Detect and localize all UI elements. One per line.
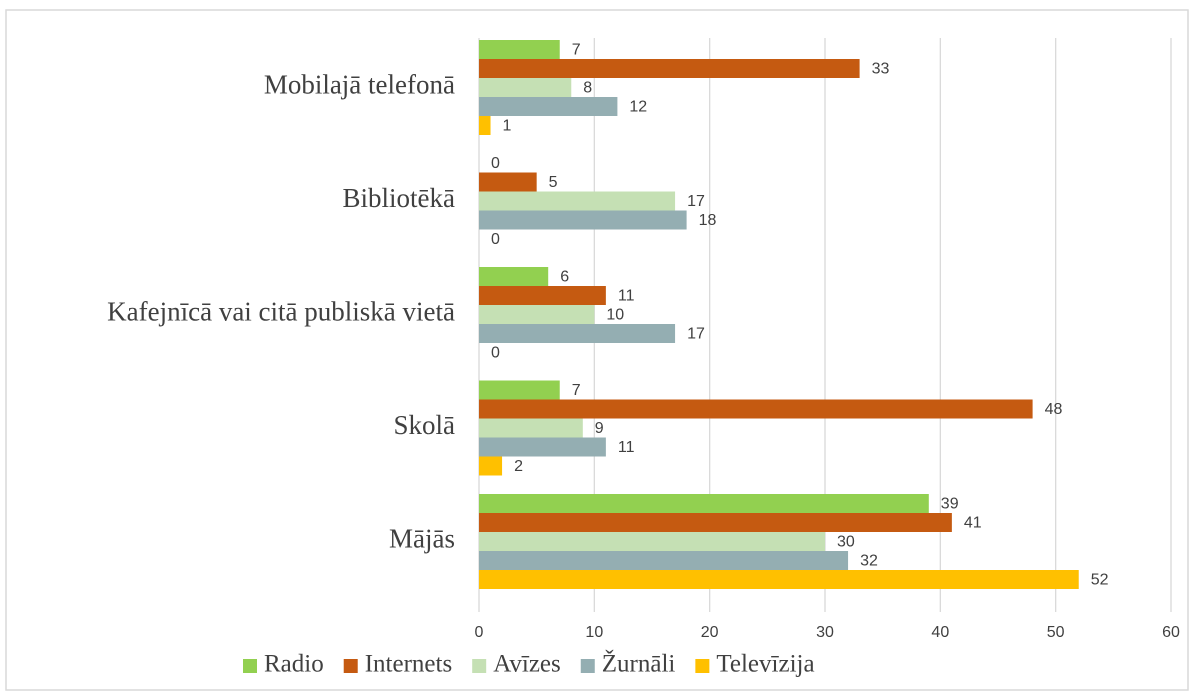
value-label: 39 <box>941 496 959 513</box>
bar <box>479 286 606 305</box>
legend-swatch <box>243 659 257 673</box>
bar <box>479 78 572 97</box>
bar <box>479 191 676 211</box>
bar <box>479 305 595 324</box>
value-label: 41 <box>964 515 982 532</box>
category-label: Skolā <box>393 410 455 440</box>
value-label: 12 <box>629 99 647 116</box>
legend-label: Internets <box>365 651 452 678</box>
bar <box>479 494 929 513</box>
chart-border <box>5 9 1189 691</box>
value-label: 10 <box>606 307 624 324</box>
value-label: 33 <box>872 61 890 78</box>
value-label: 32 <box>860 553 878 570</box>
bar <box>479 324 676 343</box>
value-label: 11 <box>618 439 635 456</box>
category-label: Mājās <box>389 524 455 554</box>
bar <box>479 210 687 230</box>
bar <box>479 116 491 135</box>
value-label: 18 <box>699 212 717 229</box>
value-label: 1 <box>503 118 512 135</box>
bar <box>479 551 849 570</box>
value-label: 30 <box>837 534 855 551</box>
value-label: 8 <box>583 80 592 97</box>
x-tick-label: 0 <box>475 624 484 641</box>
value-label: 7 <box>572 42 581 59</box>
legend-swatch <box>343 659 358 673</box>
value-label: 17 <box>687 326 705 343</box>
bar <box>479 59 860 78</box>
value-label: 52 <box>1091 572 1109 589</box>
legend-swatch <box>472 659 487 673</box>
bar <box>479 399 1033 419</box>
legend-label: Radio <box>264 651 324 678</box>
x-tick-label: 60 <box>1162 624 1180 641</box>
value-label: 2 <box>514 458 523 475</box>
x-tick-label: 40 <box>931 624 949 641</box>
bar <box>479 172 537 192</box>
bar <box>479 97 618 116</box>
bar <box>479 380 560 400</box>
value-label: 17 <box>687 193 705 210</box>
bar <box>479 267 549 286</box>
value-label: 48 <box>1045 401 1063 418</box>
value-label: 0 <box>491 155 500 172</box>
x-tick-label: 20 <box>701 624 719 641</box>
bar <box>479 437 606 457</box>
category-label: Mobilajā telefonā <box>264 70 455 100</box>
bar <box>479 513 952 532</box>
category-label: Bibliotēkā <box>343 183 455 213</box>
value-label: 7 <box>572 382 581 399</box>
bar <box>479 532 825 551</box>
legend-label: Televīzija <box>716 651 814 678</box>
value-label: 9 <box>595 420 604 437</box>
value-label: 5 <box>549 174 558 191</box>
x-tick-label: 10 <box>585 624 603 641</box>
bar <box>479 418 583 438</box>
category-label: Kafejnīcā vai citā publiskā vietā <box>107 297 455 327</box>
bar <box>479 40 560 59</box>
legend-swatch <box>695 659 710 673</box>
legend-label: Avīzes <box>493 651 561 678</box>
x-tick-label: 50 <box>1047 624 1065 641</box>
value-label: 6 <box>560 269 569 286</box>
bar <box>479 456 503 476</box>
value-label: 0 <box>491 231 500 248</box>
bar <box>479 570 1079 589</box>
legend-label: Žurnāli <box>602 650 676 678</box>
value-label: 0 <box>491 345 500 362</box>
legend-swatch <box>580 659 595 673</box>
value-label: 11 <box>618 288 635 305</box>
x-tick-label: 30 <box>816 624 834 641</box>
